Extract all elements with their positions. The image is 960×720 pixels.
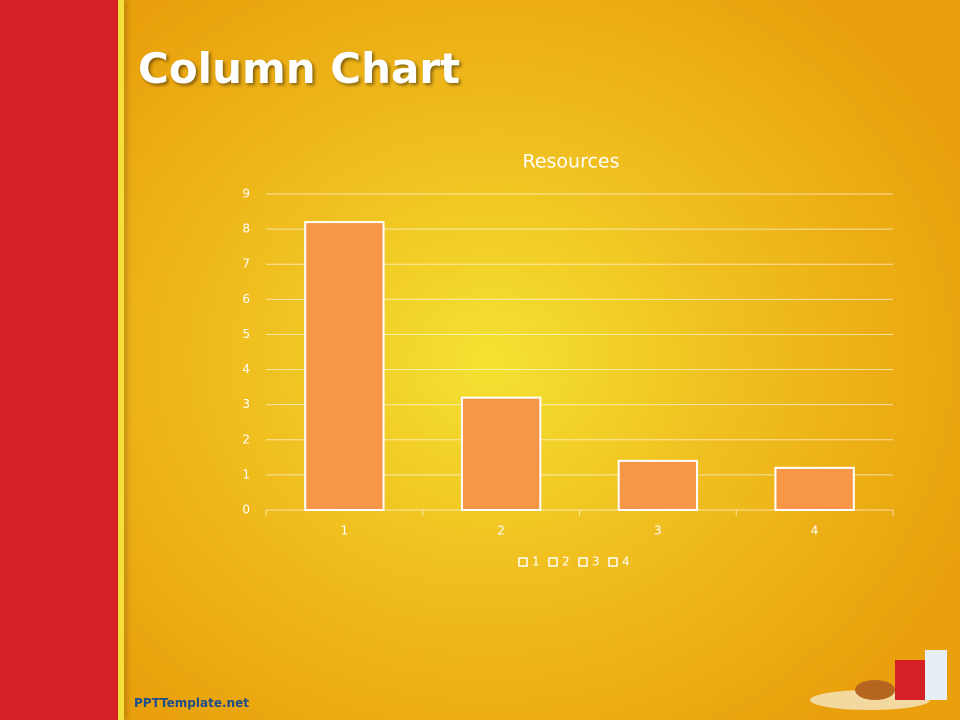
bar	[304, 221, 385, 511]
y-tick-label: 0	[242, 503, 250, 517]
legend-label: 4	[622, 555, 630, 569]
legend-swatch	[548, 557, 558, 567]
legend-swatch	[518, 557, 528, 567]
y-tick-label: 6	[242, 292, 250, 306]
red-band	[0, 0, 118, 720]
x-tick-label: 2	[497, 524, 505, 538]
legend-label: 3	[592, 555, 600, 569]
y-tick-label: 7	[242, 257, 250, 271]
food-decoration	[810, 650, 947, 710]
x-tick-label: 4	[811, 524, 819, 538]
legend-swatch	[578, 557, 588, 567]
chart-title: Resources	[522, 151, 619, 173]
bar	[617, 459, 699, 512]
y-tick-label: 8	[242, 222, 250, 236]
footer: PPTTemplate.net	[134, 696, 249, 710]
y-tick-label: 4	[242, 362, 250, 376]
y-tick-label: 2	[242, 432, 250, 446]
legend-swatch	[608, 557, 618, 567]
legend-label: 2	[562, 555, 570, 569]
bar	[460, 396, 542, 511]
x-tick-label: 1	[341, 524, 349, 538]
y-tick-label: 5	[242, 327, 250, 341]
bar	[774, 466, 855, 512]
yellow-stripe	[118, 0, 124, 720]
y-tick-label: 3	[242, 397, 250, 411]
y-tick-label: 1	[242, 467, 250, 481]
y-tick-label: 9	[242, 187, 250, 201]
x-tick-label: 3	[654, 524, 662, 538]
slide-title: Column Chart	[138, 44, 461, 93]
legend-label: 1	[532, 555, 540, 569]
